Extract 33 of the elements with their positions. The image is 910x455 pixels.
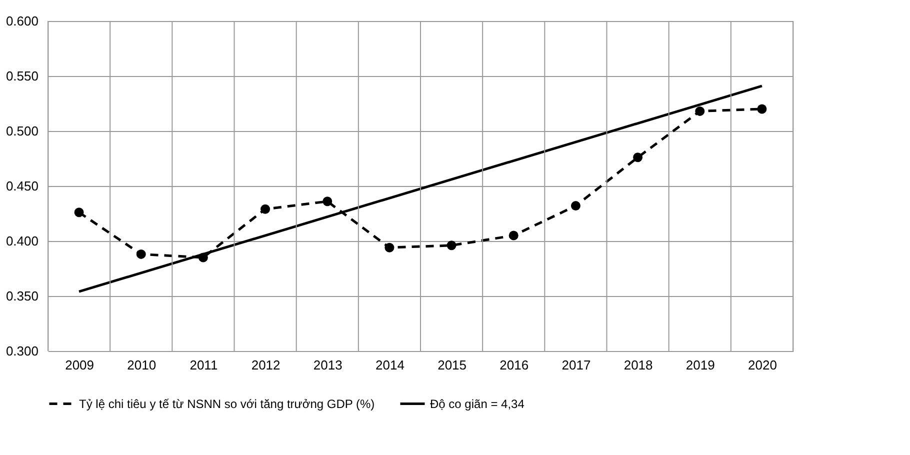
x-tick-label: 2012 — [251, 358, 280, 372]
x-tick-label: 2015 — [438, 358, 467, 372]
point — [384, 242, 394, 252]
x-tick-label: 2011 — [190, 358, 218, 372]
y-tick-label: 0.300 — [6, 344, 38, 358]
point — [633, 152, 643, 162]
x-tick-label: 2020 — [748, 358, 777, 372]
x-tick-label: 2013 — [313, 358, 342, 372]
legend-label: Độ co giãn = 4,34 — [430, 396, 525, 411]
point — [446, 240, 456, 250]
x-tick-label: 2016 — [500, 358, 529, 372]
point — [260, 204, 270, 214]
y-tick-label: 0.400 — [6, 234, 38, 248]
x-tick-label: 2014 — [375, 358, 404, 372]
y-tick-label: 0.500 — [6, 124, 38, 138]
point — [322, 196, 332, 206]
point — [198, 252, 208, 262]
point — [508, 230, 518, 240]
point — [136, 249, 146, 259]
y-tick-label: 0.450 — [6, 178, 38, 194]
point — [570, 201, 580, 211]
x-tick-label: 2009 — [65, 358, 94, 372]
x-tick-label: 2019 — [686, 358, 715, 372]
point — [695, 106, 705, 116]
point — [74, 208, 84, 218]
legend-label: Tỷ lệ chi tiêu y tế từ NSNN so với tăng trưởng GDP (%) — [79, 396, 375, 411]
y-tick-label: 0.550 — [6, 68, 38, 84]
y-tick-label: 0.350 — [6, 288, 38, 304]
point — [757, 104, 767, 114]
x-tick-label: 2018 — [624, 358, 653, 372]
y-tick-label: 0.600 — [6, 14, 38, 28]
x-tick-label: 2017 — [562, 358, 591, 372]
x-tick-label: 2010 — [127, 358, 156, 372]
